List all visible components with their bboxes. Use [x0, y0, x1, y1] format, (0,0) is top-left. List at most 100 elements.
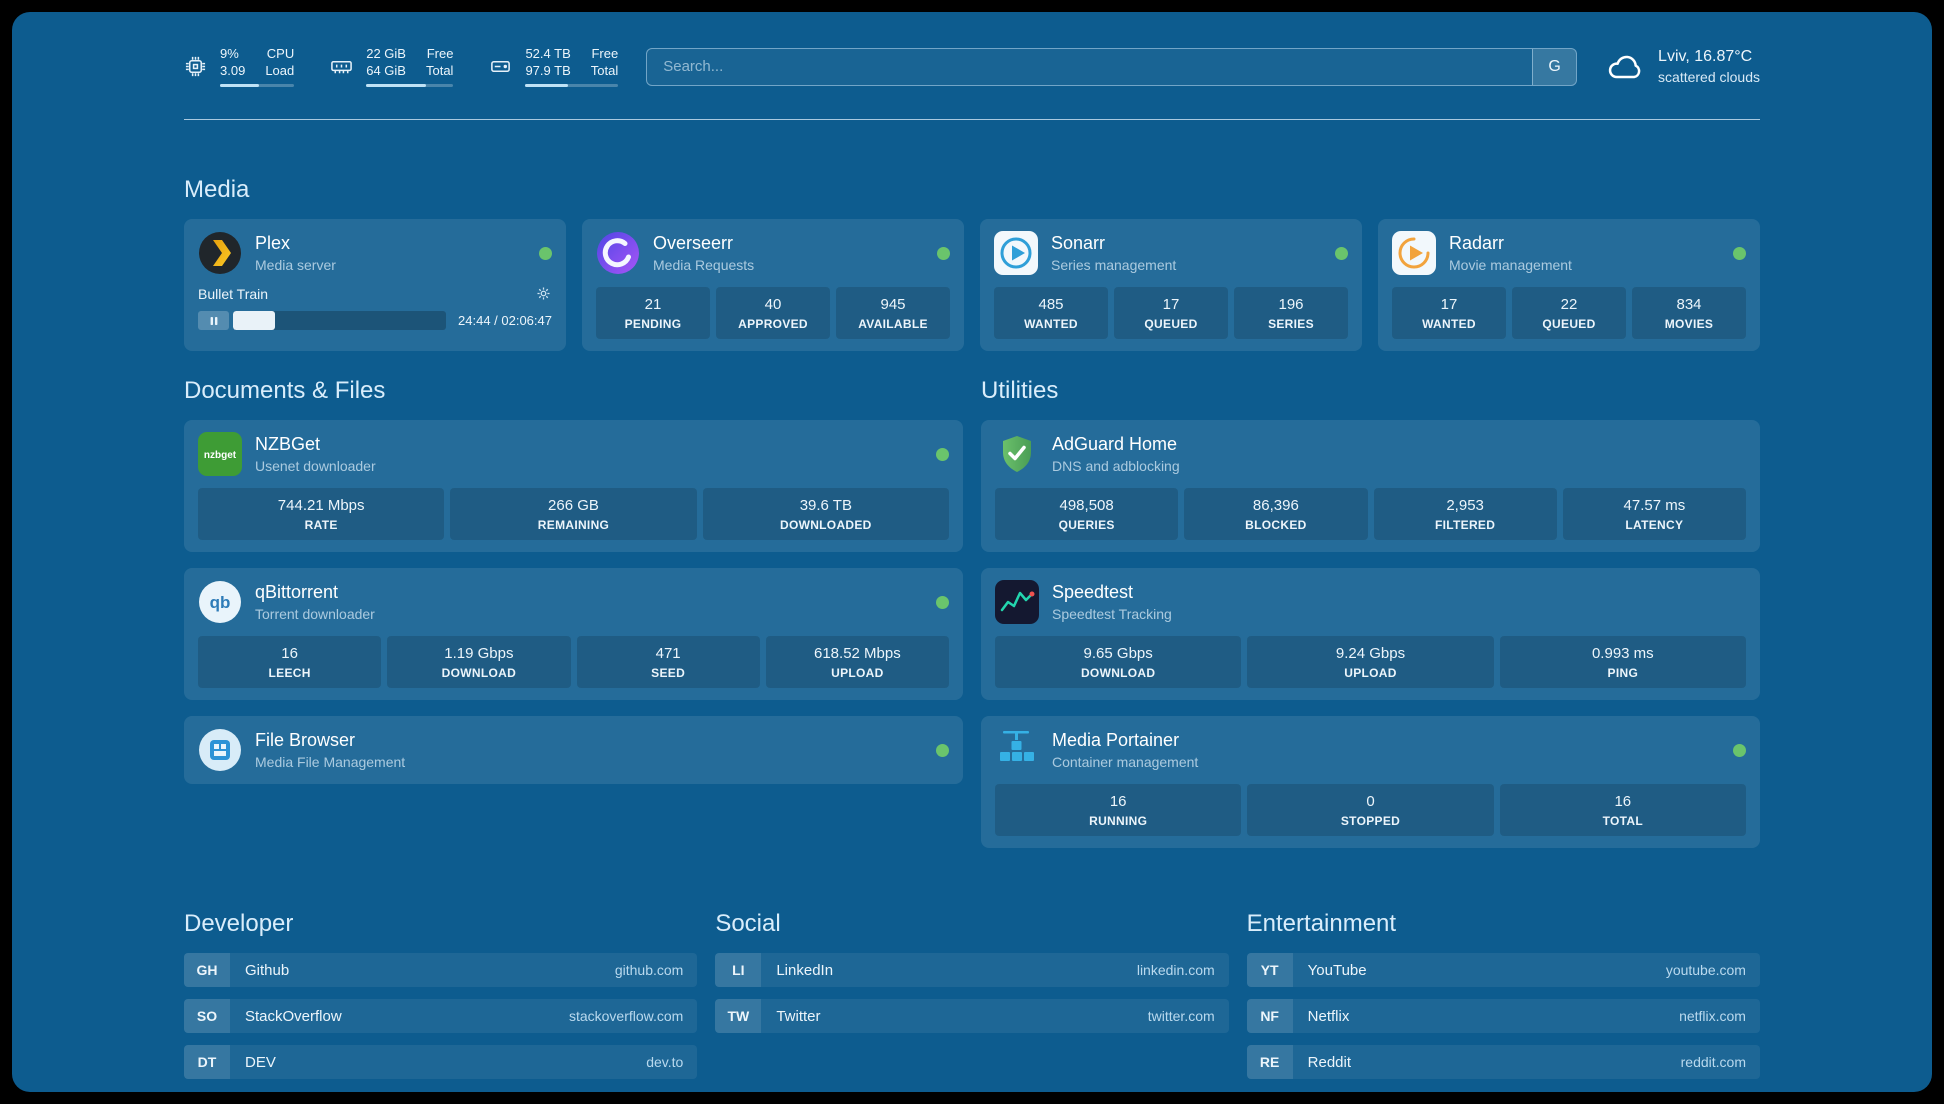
status-dot [936, 743, 949, 757]
app-name: File Browser [255, 730, 356, 750]
plex-icon [198, 231, 242, 275]
stat-queued: 17 QUEUED [1114, 287, 1228, 339]
cpu-progress-bar [220, 84, 295, 87]
section-title-social: Social [715, 910, 781, 937]
app-name: NZBGet [255, 434, 321, 454]
section-media: Media Plex Media server [184, 176, 1760, 351]
stat-latency: 47.57 ms LATENCY [1562, 488, 1746, 540]
disk-progress-fill [525, 84, 569, 87]
cpu-chip-icon [184, 55, 207, 78]
disk-readout: 52.4 TB Free 97.9 TB Total [525, 46, 619, 87]
filebrowser-header: File Browser Media File Management [198, 728, 949, 772]
status-dot [1733, 743, 1746, 757]
radarr-icon [1392, 231, 1436, 275]
playback-time: 24:44 / 02:06:47 [458, 313, 552, 328]
app-card-sonarr[interactable]: Sonarr Series management 485 WANTED 17 QUE… [980, 219, 1362, 351]
bookmark-twitter[interactable]: TW Twitter twitter.com [715, 999, 1229, 1033]
speedtest-header: Speedtest Speedtest Tracking [995, 580, 1746, 624]
app-subtitle: Usenet downloader [255, 458, 376, 474]
app-subtitle: Media Requests [653, 257, 755, 273]
app-card-radarr[interactable]: Radarr Movie management 17 WANTED 22 QUEUE… [1378, 219, 1760, 351]
stat-wanted: 17 WANTED [1392, 287, 1506, 339]
portainer-header: Media Portainer Container management [995, 728, 1746, 772]
disk-free-label: Free [591, 46, 619, 61]
pause-button[interactable] [198, 311, 229, 330]
plex-header: Plex Media server [198, 231, 552, 275]
dashboard: 9% CPU 3.09 Load 22 GiB Free 64 G [12, 12, 1932, 1092]
now-playing-title: Bullet Train [198, 285, 269, 302]
portainer-icon [995, 728, 1039, 772]
app-card-portainer[interactable]: Media Portainer Container management 16 R… [981, 716, 1760, 848]
bookmark-github[interactable]: GH Github github.com [184, 953, 698, 987]
portainer-titles: Media Portainer Container management [1052, 730, 1198, 770]
app-card-filebrowser[interactable]: File Browser Media File Management [184, 716, 963, 784]
bookmark-reddit[interactable]: RE Reddit reddit.com [1246, 1045, 1760, 1079]
search-engine-button[interactable]: G [1532, 48, 1577, 85]
bookmark-domain: twitter.com [1147, 1008, 1215, 1024]
topbar-divider [184, 119, 1760, 120]
cpu-progress-fill [220, 84, 259, 87]
search-input[interactable] [647, 48, 1533, 85]
stat-remaining: 266 GB REMAINING [450, 488, 697, 540]
app-name: Overseerr [653, 233, 734, 253]
qbittorrent-icon: qb [198, 580, 242, 624]
bookmark-stackoverflow[interactable]: SO StackOverflow stackoverflow.com [184, 999, 698, 1033]
cpu-load-label: Load [265, 63, 295, 78]
seek-bar-fill [233, 311, 275, 330]
app-card-speedtest[interactable]: Speedtest Speedtest Tracking 9.65 Gbps DO… [981, 568, 1760, 700]
adguard-shield-icon [995, 432, 1039, 476]
bookmark-dev[interactable]: DT DEV dev.to [184, 1045, 698, 1079]
app-card-nzbget[interactable]: nzbget NZBGet Usenet downloader 744.21 M… [184, 420, 963, 552]
status-dot [937, 246, 950, 260]
seek-bar[interactable] [233, 311, 447, 330]
app-card-plex[interactable]: Plex Media server Bullet Train [184, 219, 566, 351]
cpu-label: CPU [266, 46, 295, 61]
adguard-header: AdGuard Home DNS and adblocking [995, 432, 1746, 476]
stat-filtered: 2,953 FILTERED [1373, 488, 1557, 540]
bookmark-domain: netflix.com [1679, 1008, 1746, 1024]
section-title-entertainment: Entertainment [1246, 910, 1397, 937]
filebrowser-icon [198, 728, 242, 772]
bookmark-abbr: YT [1246, 953, 1293, 987]
app-name: Media Portainer [1052, 730, 1180, 750]
overseerr-stats: 21 PENDING 40 APPROVED 945 AVAILABLE [596, 287, 950, 339]
bookmark-name: DEV [245, 1053, 276, 1071]
bookmark-linkedin[interactable]: LI LinkedIn linkedin.com [715, 953, 1229, 987]
settings-gear-icon[interactable] [535, 285, 552, 302]
bookmark-domain: reddit.com [1680, 1054, 1746, 1070]
bookmark-group-developer: Developer GH Github github.com SO StackO… [184, 910, 698, 1091]
bookmark-name: Netflix [1307, 1007, 1350, 1025]
status-dot [539, 246, 552, 260]
sonarr-stats: 485 WANTED 17 QUEUED 196 SERIES [994, 287, 1348, 339]
bookmark-domain: linkedin.com [1136, 962, 1215, 978]
app-subtitle: Media server [255, 257, 336, 273]
section-title-developer: Developer [184, 910, 294, 937]
search-bar: G [646, 47, 1578, 86]
stat-running: 16 RUNNING [995, 784, 1242, 836]
bookmark-name: YouTube [1307, 961, 1367, 979]
cpu-loadavg: 3.09 [220, 63, 246, 78]
bookmark-youtube[interactable]: YT YouTube youtube.com [1246, 953, 1760, 987]
sonarr-titles: Sonarr Series management [1051, 233, 1176, 273]
svg-text:qb: qb [210, 593, 231, 612]
app-card-adguard[interactable]: AdGuard Home DNS and adblocking 498,508 Q… [981, 420, 1760, 552]
stat-downloaded: 39.6 TB DOWNLOADED [702, 488, 949, 540]
status-dot [936, 595, 949, 609]
stat-blocked: 86,396 BLOCKED [1184, 488, 1368, 540]
radarr-titles: Radarr Movie management [1449, 233, 1572, 273]
status-dot [936, 447, 949, 461]
bookmark-netflix[interactable]: NF Netflix netflix.com [1246, 999, 1760, 1033]
plex-titles: Plex Media server [255, 233, 336, 273]
stat-approved: 40 APPROVED [716, 287, 830, 339]
stat-download: 1.19 Gbps DOWNLOAD [387, 636, 571, 688]
app-card-overseerr[interactable]: Overseerr Media Requests 21 PENDING 40 APP… [582, 219, 964, 351]
stat-stopped: 0 STOPPED [1247, 784, 1494, 836]
app-card-qbittorrent[interactable]: qb qBittorrent Torrent downloader 16 LEEC… [184, 568, 963, 700]
bookmark-abbr: GH [184, 953, 230, 987]
system-info: 9% CPU 3.09 Load 22 GiB Free 64 G [184, 46, 619, 87]
app-subtitle: Speedtest Tracking [1052, 606, 1172, 622]
pause-icon [210, 316, 217, 325]
bookmark-abbr: NF [1246, 999, 1293, 1033]
app-name: Sonarr [1051, 233, 1106, 253]
app-name: qBittorrent [255, 582, 339, 602]
